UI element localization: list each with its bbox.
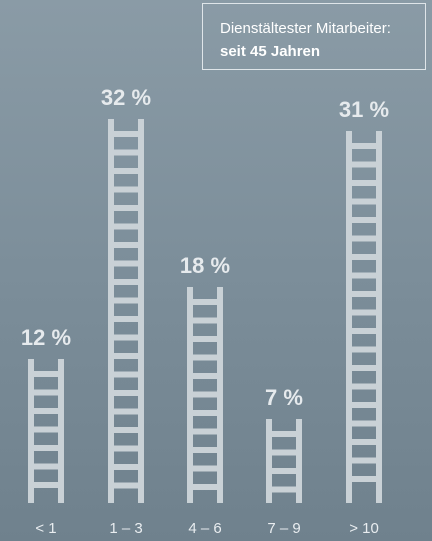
ladder-rung (352, 476, 376, 482)
ladder-rung (193, 354, 217, 361)
ladder-rung (193, 299, 217, 305)
ladder-rung (114, 371, 138, 378)
category-label: 1 – 3 (109, 520, 142, 537)
ladder-rung (193, 447, 217, 453)
info-box: Dienstältester Mitarbeiter: seit 45 Jahr… (202, 3, 426, 70)
ladder-rung (114, 205, 138, 211)
info-label: Dienstältester Mitarbeiter: (220, 20, 391, 37)
ladder-rung (114, 427, 138, 433)
ladder-rung (272, 468, 296, 474)
ladder-rung (114, 279, 138, 285)
info-value: seit 45 Jahren (220, 43, 321, 60)
ladder-rung (193, 428, 217, 435)
ladder-rung (193, 317, 217, 324)
ladder-rung (352, 198, 376, 205)
ladder-rung (193, 484, 217, 490)
ladder-rung (352, 346, 376, 353)
ladder-rung (34, 371, 58, 377)
ladder-rung (114, 131, 138, 137)
category-label: < 1 (35, 520, 56, 537)
ladder-rung (114, 482, 138, 489)
ladder-rail-right (138, 119, 144, 503)
ladder-rung (352, 254, 376, 260)
ladder-rail-left (346, 131, 352, 503)
ladder-rail-left (266, 419, 272, 503)
ladder-rung (352, 291, 376, 297)
ladder-rung (352, 383, 376, 390)
ladder-rung (114, 297, 138, 304)
ladder-rung (352, 420, 376, 427)
ladder-rail-left (108, 119, 114, 503)
ladder-rung (114, 464, 138, 470)
ladder-rung (352, 365, 376, 371)
ladder-rung (114, 390, 138, 396)
ladder-rung (34, 482, 58, 488)
ladder-rung (193, 465, 217, 472)
ladder-rung (34, 445, 58, 451)
category-label: 7 – 9 (267, 520, 300, 537)
ladder-rung (352, 217, 376, 223)
value-label: 12 % (21, 325, 71, 350)
ladder-rail-left (187, 287, 193, 503)
ladder-rung (193, 336, 217, 342)
ladder-bar (346, 131, 382, 503)
ladder-rung (352, 328, 376, 334)
ladder-rail-right (296, 419, 302, 503)
ladder-rung (352, 272, 376, 279)
ladder-rung (114, 334, 138, 341)
ladder-rung (352, 161, 376, 168)
ladder-rung (114, 260, 138, 267)
ladder-rail-right (376, 131, 382, 503)
ladder-bar (187, 287, 223, 503)
ladder-rung (272, 431, 296, 437)
ladder-rung (114, 353, 138, 359)
ladder-rung (352, 180, 376, 186)
ladder-rung (272, 486, 296, 493)
ladder-rung (193, 410, 217, 416)
ladder-rung (352, 143, 376, 149)
value-label: 7 % (265, 385, 303, 410)
ladder-rung (114, 408, 138, 415)
category-label: 4 – 6 (188, 520, 221, 537)
ladder-rung (352, 235, 376, 242)
ladder-rung (114, 242, 138, 248)
ladder-rung (114, 223, 138, 230)
category-label: > 10 (349, 520, 379, 537)
value-label: 32 % (101, 85, 151, 110)
ladder-rung (352, 402, 376, 408)
ladder-rail-right (58, 359, 64, 503)
ladder-rung (352, 309, 376, 316)
ladder-rail-left (28, 359, 34, 503)
ladder-rung (34, 389, 58, 396)
ladder-rung (193, 373, 217, 379)
ladder-rung (272, 449, 296, 456)
ladder-rung (114, 168, 138, 174)
value-label: 31 % (339, 97, 389, 122)
ladder-bar (266, 419, 302, 503)
ladder-rung (352, 457, 376, 464)
ladder-rung (114, 445, 138, 452)
ladder-rung (34, 426, 58, 433)
ladder-rail-right (217, 287, 223, 503)
ladder-rung (34, 463, 58, 470)
ladder-rung (34, 408, 58, 414)
ladder-rung (352, 439, 376, 445)
ladder-rung (193, 391, 217, 398)
ladder-bar (108, 119, 144, 503)
value-label: 18 % (180, 253, 230, 278)
ladder-rung (114, 316, 138, 322)
ladder-rung (114, 186, 138, 193)
ladder-rung (114, 149, 138, 156)
ladder-bar (28, 359, 64, 503)
